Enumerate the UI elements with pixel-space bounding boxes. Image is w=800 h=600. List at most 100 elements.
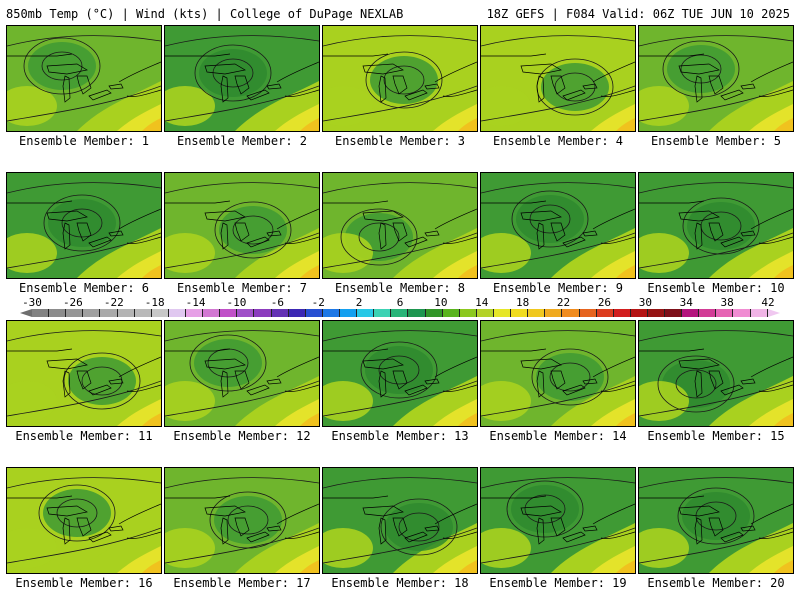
colorbar-segment [168,309,186,317]
ensemble-member-label: Ensemble Member: 5 [650,134,782,148]
colorbar-segment [185,309,204,317]
ensemble-member-label: Ensemble Member: 14 [489,429,627,443]
ensemble-member-label: Ensemble Member: 4 [492,134,624,148]
ensemble-member-map [164,172,320,279]
colorbar-segment [408,309,426,317]
ensemble-member-map [638,172,794,279]
colorbar-tick-label: 22 [556,296,571,309]
colorbar-segment [425,309,443,317]
ensemble-member-map [6,320,162,427]
ensemble-member-map [638,467,794,574]
colorbar-segment [699,309,717,317]
ensemble-member-label: Ensemble Member: 13 [331,429,469,443]
ensemble-member-label: Ensemble Member: 15 [647,429,785,443]
ensemble-member-label: Ensemble Member: 7 [176,281,308,295]
colorbar-tick-label: -22 [103,296,124,309]
colorbar-tick-label: -30 [22,296,42,309]
colorbar-segment [134,309,152,317]
colorbar-tick-label: 2 [355,296,363,309]
ensemble-member-label: Ensemble Member: 6 [18,281,150,295]
colorbar-segment [288,309,306,317]
colorbar-tick-label: -6 [270,296,284,309]
colorbar-strip [32,309,768,317]
ensemble-member-label: Ensemble Member: 10 [647,281,785,295]
ensemble-member-map [638,320,794,427]
colorbar-segment [665,309,683,317]
colorbar-segment [630,309,648,317]
colorbar-segment [579,309,597,317]
colorbar-segment [254,309,272,317]
colorbar-tick-label: -26 [62,296,83,309]
colorbar-tick-label: 42 [761,296,775,309]
colorbar-segment [237,309,255,317]
ensemble-member-map [164,25,320,132]
colorbar-tick-label: -2 [311,296,325,309]
colorbar-segment [613,309,631,317]
colorbar-segment [339,309,358,317]
ensemble-member-map [480,25,636,132]
colorbar-segment [391,309,409,317]
colorbar-segment [493,309,512,317]
ensemble-member-label: Ensemble Member: 1 [18,134,150,148]
ensemble-member-map [480,320,636,427]
ensemble-member-map [322,25,478,132]
ensemble-member-label: Ensemble Member: 12 [173,429,311,443]
ensemble-member-map [164,320,320,427]
model-valid-time: 18Z GEFS | F084 Valid: 06Z TUE JUN 10 20… [486,7,790,21]
colorbar-segment [322,309,340,317]
colorbar-high-arrow [768,309,780,317]
colorbar-segment [647,309,666,317]
colorbar-tick-label: 26 [597,296,612,309]
colorbar-tick-label: -18 [144,296,165,309]
colorbar-segment [682,309,700,317]
colorbar-tick-label: 38 [720,296,734,309]
ensemble-member-label: Ensemble Member: 18 [331,576,469,590]
ensemble-member-label: Ensemble Member: 16 [15,576,153,590]
ensemble-member-label: Ensemble Member: 8 [334,281,466,295]
colorbar-tick-label: -10 [226,296,247,309]
ensemble-member-map [6,172,162,279]
colorbar-tick-label: 10 [434,296,448,309]
colorbar-segment [151,309,169,317]
ensemble-member-map [480,172,636,279]
colorbar-segment [220,309,238,317]
ensemble-member-map [164,467,320,574]
ensemble-member-map [322,320,478,427]
colorbar-segment [117,309,135,317]
colorbar-tick-label: 34 [679,296,693,309]
colorbar-segment [49,309,67,317]
ensemble-member-label: Ensemble Member: 19 [489,576,627,590]
colorbar-low-arrow [20,309,32,317]
colorbar-segment [271,309,289,317]
colorbar-segment [442,309,460,317]
colorbar-segment [511,309,529,317]
ensemble-member-map [480,467,636,574]
colorbar-segment [305,309,323,317]
colorbar-tick-label: 18 [516,296,530,309]
colorbar-tick-label: 6 [396,296,404,309]
colorbar-segment [716,309,734,317]
ensemble-member-label: Ensemble Member: 20 [647,576,785,590]
ensemble-member-label: Ensemble Member: 9 [492,281,624,295]
colorbar-tick-label: -14 [185,296,206,309]
ensemble-member-map [638,25,794,132]
colorbar-segment [545,309,563,317]
colorbar-segment [203,309,221,317]
colorbar-segment [733,309,751,317]
colorbar-segment [32,309,50,317]
colorbar-segment [100,309,118,317]
colorbar-segment [528,309,546,317]
colorbar-segment [596,309,614,317]
colorbar-segment [374,309,392,317]
colorbar-tick-label: 30 [638,296,652,309]
colorbar-segment [357,309,375,317]
ensemble-member-label: Ensemble Member: 11 [15,429,153,443]
temperature-colorbar: -30 -26 -22 -18 -14 -10 -6 -2 2 6 10 14 18 22 26 30 34 38… [12,296,788,322]
colorbar-segment [476,309,494,317]
chart-title: 850mb Temp (°C) | Wind (kts) | College o… [6,7,404,21]
ensemble-member-map [6,467,162,574]
ensemble-member-map [322,172,478,279]
ensemble-member-label: Ensemble Member: 3 [334,134,466,148]
colorbar-tick-label: 14 [475,296,489,309]
colorbar-segment [83,309,101,317]
